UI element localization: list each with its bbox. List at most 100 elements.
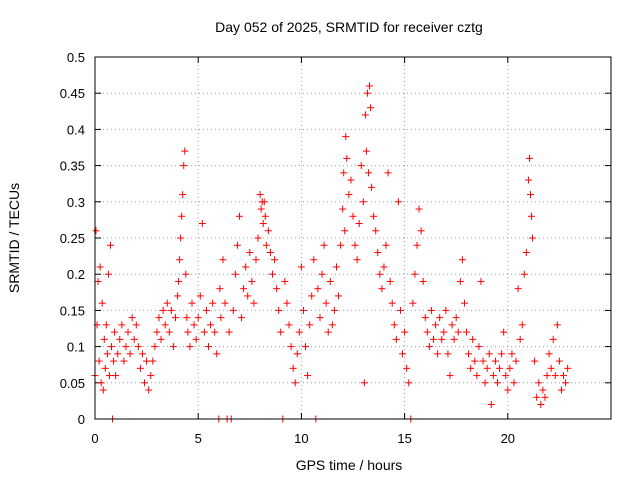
data-point: [200, 328, 208, 336]
axis-ticks: 0 0.05 0.1 0.15 0.2 0.25 0.3 0.35 0.4 0.45 0.5 0 5 10…: [60, 50, 611, 446]
data-point: [176, 256, 184, 264]
data-point: [409, 299, 417, 307]
data-point: [328, 321, 336, 329]
data-point: [181, 147, 189, 155]
data-point: [184, 328, 192, 336]
data-point: [287, 343, 295, 351]
data-point: [92, 227, 100, 235]
data-point: [413, 241, 421, 249]
data-point: [304, 372, 312, 380]
data-point: [442, 306, 450, 314]
data-point: [182, 270, 190, 278]
data-point: [118, 321, 126, 329]
y-tick-label: 0.35: [60, 159, 85, 174]
data-point: [116, 335, 124, 343]
data-point: [376, 270, 384, 278]
data-point: [496, 364, 504, 372]
data-point: [458, 256, 466, 264]
data-point: [126, 350, 134, 358]
data-point: [229, 306, 237, 314]
data-point: [94, 277, 102, 285]
data-point: [382, 241, 390, 249]
data-point: [306, 321, 314, 329]
data-point: [502, 372, 510, 380]
data-point: [262, 241, 270, 249]
data-point: [452, 314, 460, 322]
data-point: [183, 314, 191, 322]
data-point: [157, 335, 165, 343]
data-point: [289, 364, 297, 372]
data-point: [314, 285, 322, 293]
data-point: [399, 350, 407, 358]
data-point: [524, 176, 532, 184]
data-point: [260, 198, 268, 206]
x-axis-label: GPS time / hours: [296, 457, 403, 473]
data-point: [130, 335, 138, 343]
data-point: [275, 306, 283, 314]
data-point: [326, 277, 334, 285]
data-point: [254, 234, 262, 242]
data-point: [341, 227, 349, 235]
data-point: [560, 372, 568, 380]
data-point: [477, 277, 485, 285]
data-point: [295, 328, 303, 336]
data-point: [493, 379, 501, 387]
data-point: [211, 328, 219, 336]
data-point: [485, 350, 493, 358]
data-point: [330, 306, 338, 314]
data-point: [392, 335, 400, 343]
data-point: [473, 372, 481, 380]
data-point: [174, 292, 182, 300]
data-point: [342, 133, 350, 141]
data-point: [535, 379, 543, 387]
data-point: [194, 314, 202, 322]
data-point: [177, 234, 185, 242]
data-point: [175, 277, 183, 285]
data-point: [436, 314, 444, 322]
data-point: [440, 328, 448, 336]
data-point: [246, 248, 254, 256]
data-point: [242, 263, 250, 271]
data-point: [159, 306, 167, 314]
data-point: [196, 292, 204, 300]
data-point: [432, 321, 440, 329]
data-point: [479, 357, 487, 365]
data-point: [102, 321, 110, 329]
data-point: [101, 364, 109, 372]
data-point: [465, 350, 473, 358]
data-point: [225, 328, 233, 336]
data-point: [512, 357, 520, 365]
data-point: [403, 364, 411, 372]
data-point: [147, 372, 155, 380]
data-point: [291, 379, 299, 387]
data-point: [396, 306, 404, 314]
data-point: [508, 350, 516, 358]
data-point: [322, 299, 330, 307]
data-point: [240, 285, 248, 293]
y-axis-label: SRMTID / TECUs: [6, 183, 22, 293]
data-point: [450, 335, 458, 343]
y-tick-label: 0.4: [67, 122, 85, 137]
data-point: [104, 270, 112, 278]
data-point: [557, 386, 565, 394]
data-point: [122, 343, 130, 351]
data-point: [250, 299, 258, 307]
data-point: [528, 212, 536, 220]
data-point: [207, 321, 215, 329]
data-point: [520, 270, 528, 278]
data-point: [332, 263, 340, 271]
data-point: [351, 241, 359, 249]
data-point: [302, 343, 310, 351]
data-point: [209, 299, 217, 307]
data-point: [283, 299, 291, 307]
data-point: [257, 205, 265, 213]
data-point: [190, 321, 198, 329]
data-point: [337, 241, 345, 249]
data-point: [233, 241, 241, 249]
data-point: [504, 386, 512, 394]
data-point: [310, 256, 318, 264]
data-point: [364, 169, 372, 177]
data-point: [318, 270, 326, 278]
plot-frame: [94, 56, 612, 420]
